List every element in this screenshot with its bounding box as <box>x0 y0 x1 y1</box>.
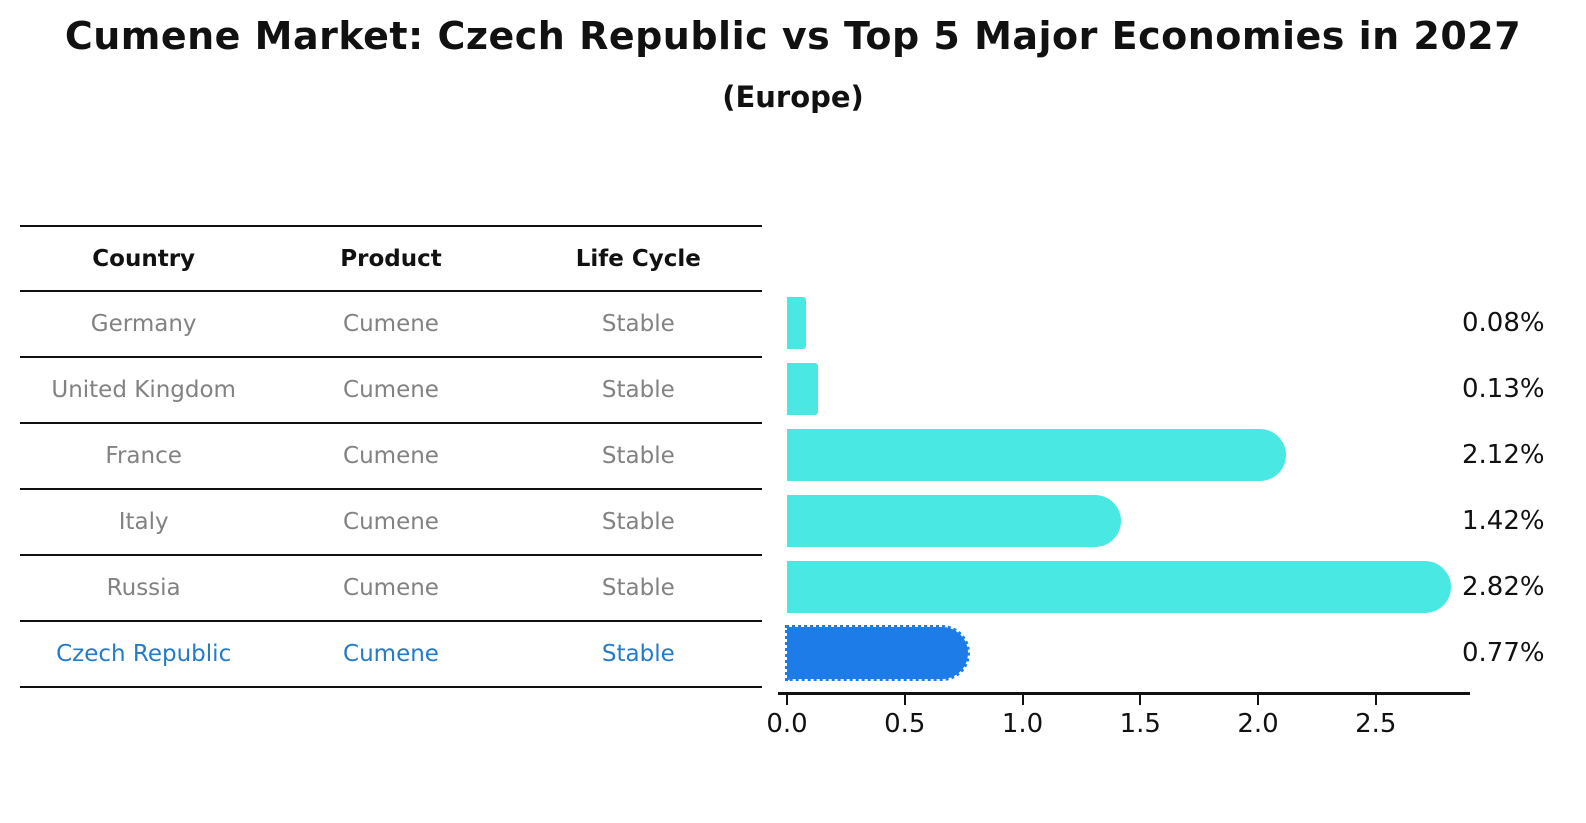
value-label: 0.77% <box>1462 638 1545 668</box>
cell-product: Cumene <box>343 377 439 403</box>
tick-mark <box>1374 695 1377 705</box>
tick-label: 0.5 <box>884 709 926 739</box>
tick-label: 1.5 <box>1119 709 1161 739</box>
column-header-country: Country <box>92 245 196 272</box>
table-row-czech-republic: Czech Republic Cumene Stable <box>20 622 762 688</box>
value-label: 2.82% <box>1462 572 1545 602</box>
cell-country: Russia <box>106 575 181 601</box>
bar-italy <box>787 495 1122 547</box>
cell-life-cycle: Stable <box>601 641 675 667</box>
cell-product: Cumene <box>343 575 439 601</box>
tick-label: 2.0 <box>1237 709 1279 739</box>
tick-mark <box>1139 695 1142 705</box>
value-label: 1.42% <box>1462 506 1545 536</box>
cell-country: Germany <box>90 311 197 337</box>
cell-life-cycle: Stable <box>601 509 675 535</box>
bar-france <box>787 429 1287 481</box>
tick-label: 2.5 <box>1355 709 1397 739</box>
cell-country: Czech Republic <box>56 641 232 667</box>
bar-germany <box>787 297 806 349</box>
bar-russia <box>787 561 1452 613</box>
bar-czech-republic <box>784 625 971 681</box>
tick-label: 0.0 <box>766 709 808 739</box>
cell-life-cycle: Stable <box>601 575 675 601</box>
value-label: 0.08% <box>1462 308 1545 338</box>
column-header-life-cycle: Life Cycle <box>575 245 701 272</box>
bar-united-kingdom <box>787 363 818 415</box>
cell-life-cycle: Stable <box>601 443 675 469</box>
cell-country: Italy <box>118 509 169 535</box>
cell-country: France <box>105 443 182 469</box>
x-axis-line <box>778 692 1470 695</box>
cell-product: Cumene <box>343 443 439 469</box>
column-header-product: Product <box>340 245 442 272</box>
cell-product: Cumene <box>343 509 439 535</box>
tick-mark <box>1257 695 1260 705</box>
tick-label: 1.0 <box>1001 709 1044 739</box>
table-row-italy: Italy Cumene Stable <box>20 490 762 556</box>
table-row-germany: Germany Cumene Stable <box>20 292 762 358</box>
page-title: Cumene Market: Czech Republic vs Top 5 M… <box>64 14 1522 58</box>
page-subtitle: (Europe) <box>722 80 864 114</box>
table-row-russia: Russia Cumene Stable <box>20 556 762 622</box>
value-label: 0.13% <box>1462 374 1545 404</box>
table-header-row: Country Product Life Cycle <box>20 227 762 292</box>
data-table: Country Product Life Cycle Germany Cumen… <box>20 225 762 688</box>
cell-country: United Kingdom <box>51 377 236 403</box>
tick-mark <box>786 695 788 705</box>
cell-life-cycle: Stable <box>601 311 675 337</box>
cell-product: Cumene <box>343 641 439 667</box>
value-label: 2.12% <box>1462 440 1545 470</box>
tick-mark <box>903 695 906 705</box>
table-row-united-kingdom: United Kingdom Cumene Stable <box>20 358 762 424</box>
table-row-france: France Cumene Stable <box>20 424 762 490</box>
tick-mark <box>1021 695 1024 705</box>
cell-product: Cumene <box>343 311 439 337</box>
cell-life-cycle: Stable <box>601 377 675 403</box>
